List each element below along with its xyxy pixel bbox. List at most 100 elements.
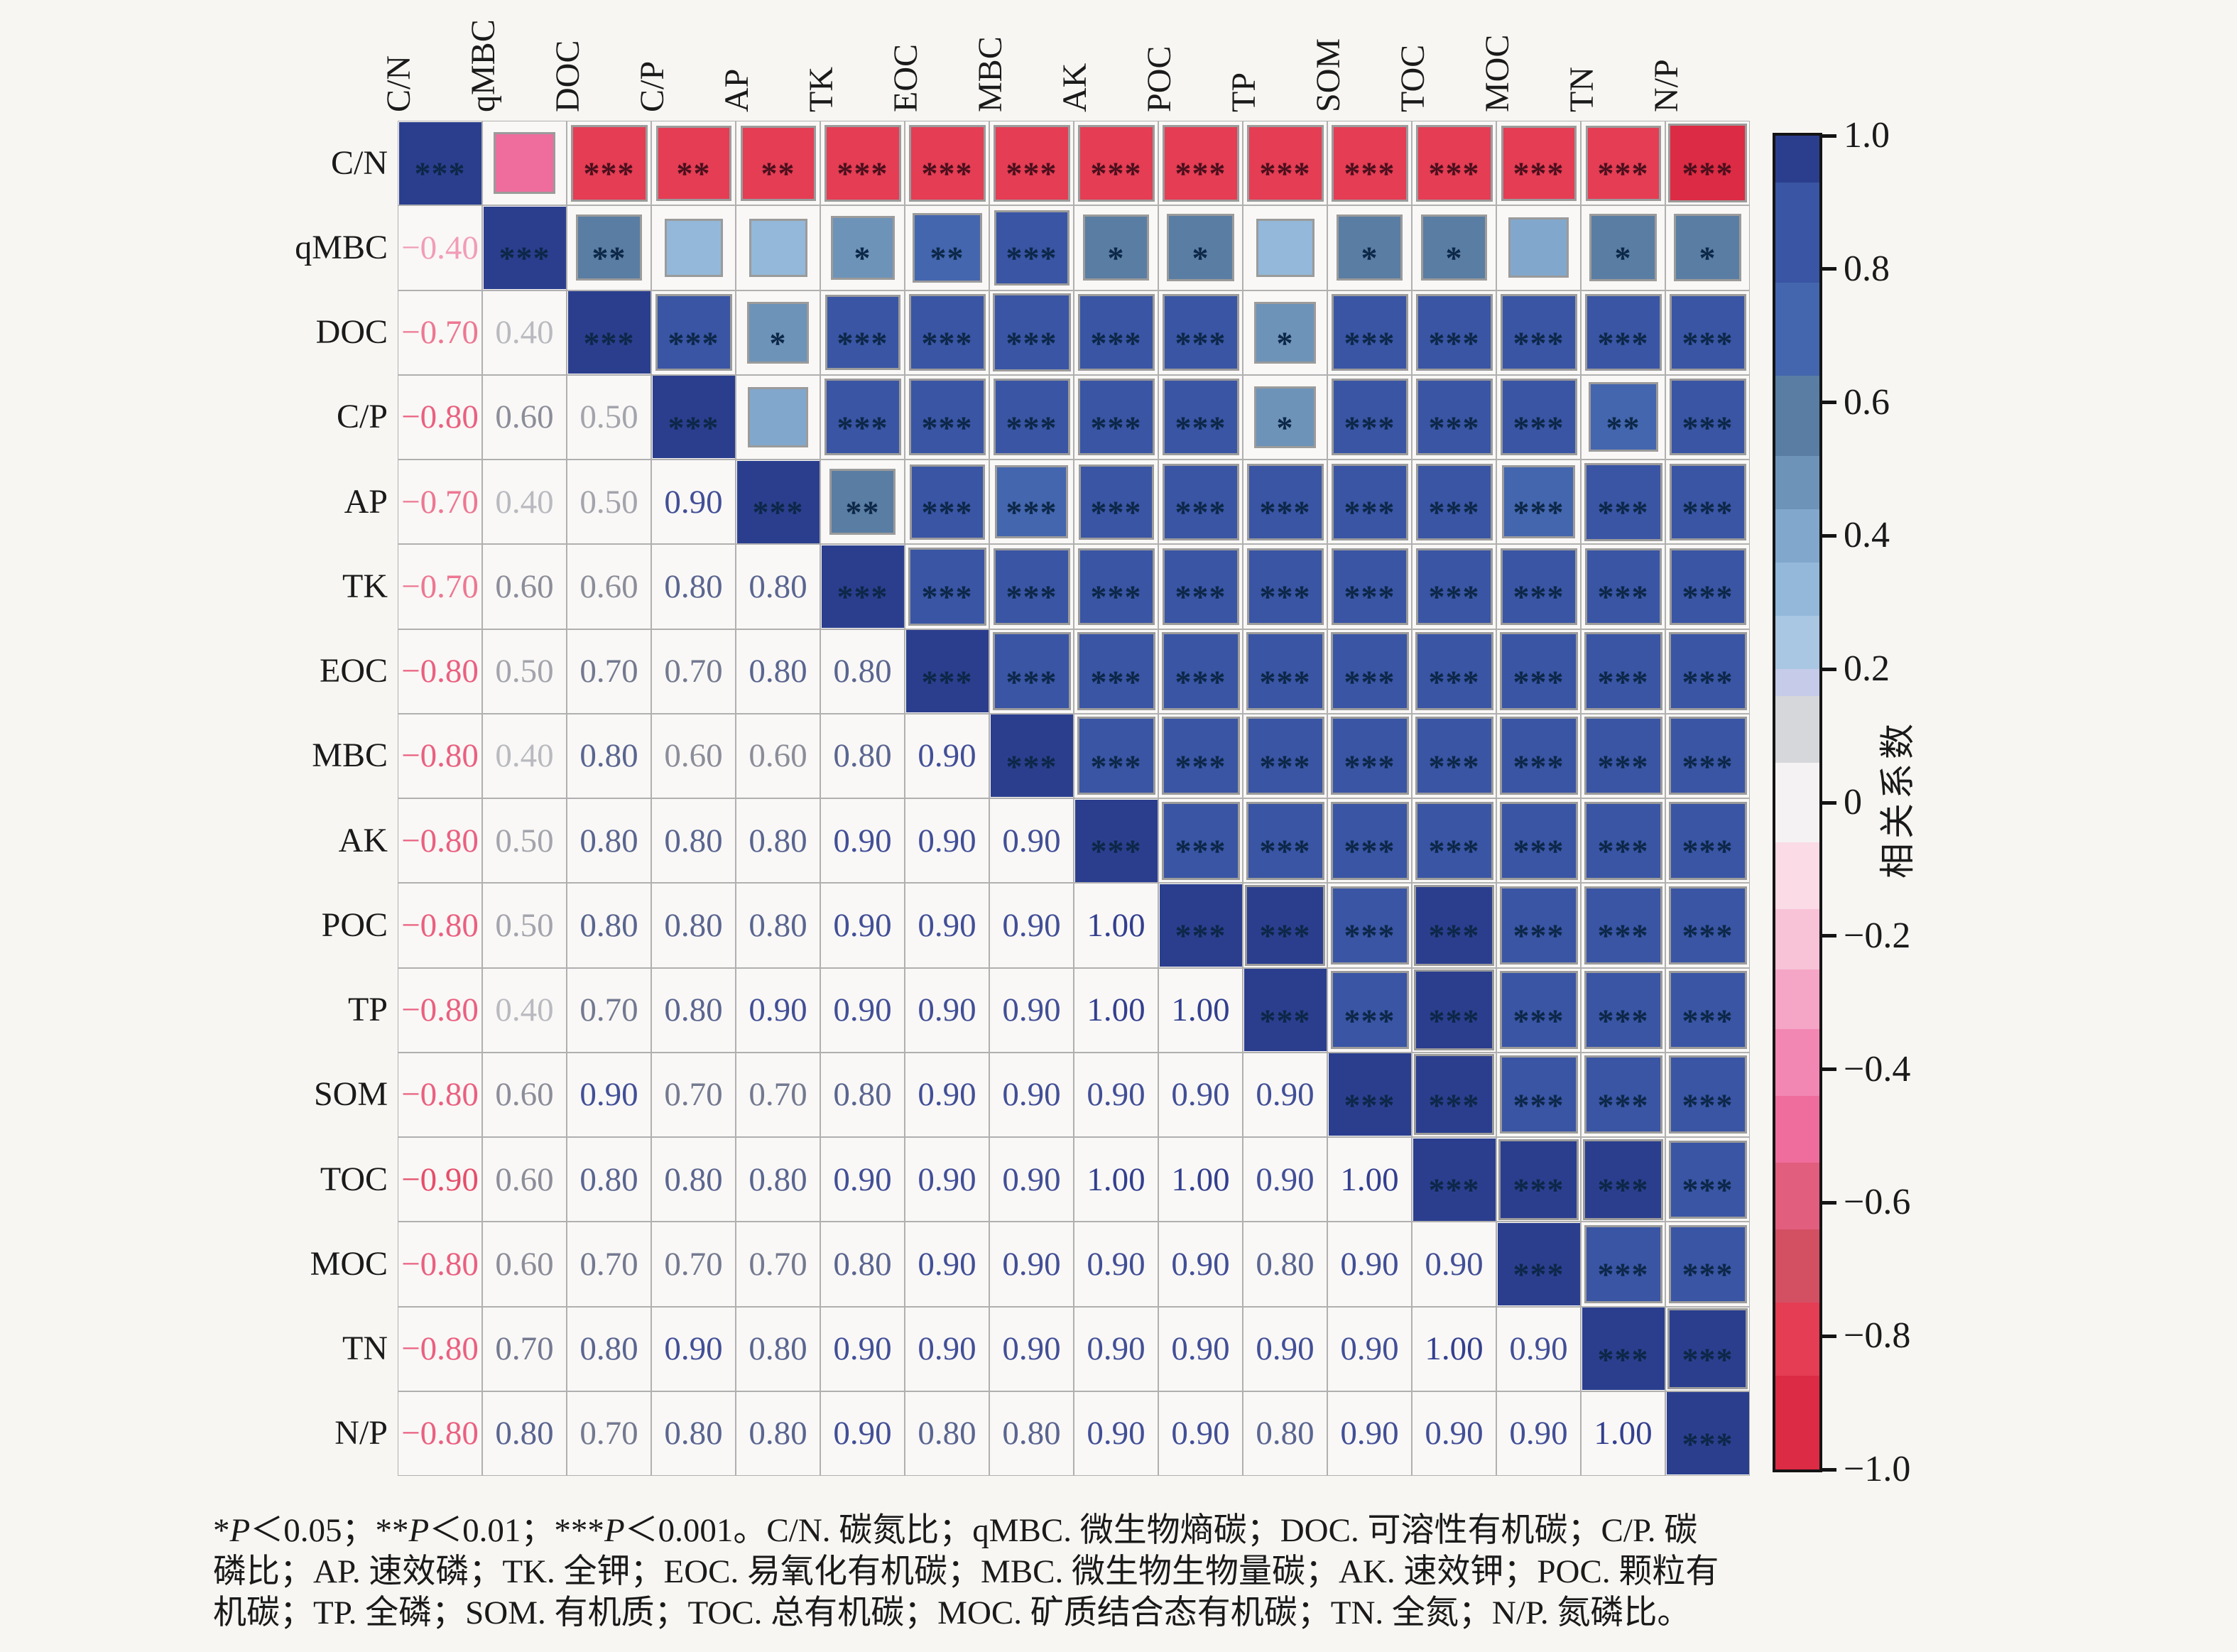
- significance-stars: ***: [1682, 917, 1733, 954]
- caption-line: *P＜0.05；**P＜0.01；***P＜0.001。C/N. 碳氮比；qMB…: [213, 1512, 1698, 1549]
- significance-stars: ***: [1175, 832, 1226, 869]
- correlation-square: ***: [908, 547, 986, 626]
- cell-TK-x-TP: ***: [1243, 544, 1327, 629]
- correlation-value: 0.90: [1087, 1330, 1145, 1368]
- significance-stars: ***: [1597, 324, 1649, 361]
- correlation-square: ***: [1162, 548, 1239, 625]
- column-header-POC: POC: [1140, 45, 1178, 112]
- correlation-value: 0.80: [833, 653, 892, 690]
- cell-TK-x-DOC: 0.60: [567, 544, 651, 629]
- significance-stars: ***: [1090, 494, 1142, 531]
- row-header-N/P: N/P: [334, 1414, 388, 1452]
- cell-AP-x-C/P: 0.90: [651, 460, 736, 545]
- correlation-square: ***: [824, 295, 900, 371]
- cell-AP-x-TOC: ***: [1412, 460, 1496, 545]
- correlation-value: 0.90: [918, 822, 976, 859]
- correlation-value: 0.90: [1002, 1245, 1061, 1283]
- cell-C/N-x-TOC: ***: [1412, 121, 1496, 206]
- correlation-square: ***: [1331, 463, 1408, 540]
- significance-stars: ***: [1344, 1001, 1395, 1038]
- cell-TOC-x-qMBC: 0.60: [482, 1137, 567, 1222]
- correlation-square: ***: [1246, 463, 1324, 540]
- correlation-value: −0.80: [401, 737, 479, 775]
- cell-AP-x-AP: ***: [736, 460, 820, 545]
- correlation-square: *: [1421, 214, 1487, 281]
- cell-qMBC-x-TOC: *: [1412, 205, 1496, 290]
- correlation-value: 0.90: [1002, 822, 1061, 859]
- correlation-value: 0.90: [918, 906, 976, 944]
- correlation-value: 0.60: [495, 1245, 554, 1283]
- diagonal-square: ***: [821, 545, 904, 628]
- diagonal-square: ***: [1074, 799, 1158, 882]
- correlation-square: ***: [1414, 1054, 1494, 1136]
- significance-stars: ***: [1259, 578, 1311, 615]
- column-header-C/N: C/N: [379, 55, 418, 112]
- cell-TN-x-MOC: 0.90: [1496, 1306, 1581, 1391]
- correlation-value: 0.90: [1256, 1161, 1315, 1198]
- cell-qMBC-x-N/P: *: [1665, 205, 1750, 290]
- cell-AP-x-TK: **: [820, 460, 905, 545]
- cell-EOC-x-C/P: 0.70: [651, 629, 736, 714]
- column-header-EOC: EOC: [886, 44, 925, 112]
- column-header-AP: AP: [717, 68, 756, 112]
- correlation-square: ***: [1330, 886, 1409, 964]
- significance-stars: ***: [1513, 1171, 1564, 1208]
- correlation-value: 1.00: [1425, 1330, 1484, 1368]
- correlation-value: −0.80: [401, 653, 479, 690]
- cell-qMBC-x-MBC: ***: [989, 205, 1074, 290]
- cell-SOM-x-AK: 0.90: [1074, 1052, 1158, 1137]
- row-header-AP: AP: [344, 482, 388, 521]
- correlation-square: ***: [1415, 801, 1493, 880]
- column-header-TOC: TOC: [1393, 44, 1432, 112]
- caption-line: 磷比；AP. 速效磷；TK. 全钾；EOC. 易氧化有机碳；MBC. 微生物生物…: [213, 1553, 1719, 1590]
- colorbar-tick: [1819, 934, 1836, 938]
- significance-stars: **: [592, 239, 626, 276]
- colorbar-segment: [1775, 1303, 1819, 1376]
- significance-stars: ***: [1513, 324, 1564, 361]
- column-header-C/P: C/P: [633, 60, 671, 112]
- cell-EOC-x-qMBC: 0.50: [482, 629, 567, 714]
- cell-C/N-x-AK: ***: [1074, 121, 1158, 206]
- correlation-square: *: [1337, 214, 1403, 281]
- row-header-AK: AK: [338, 821, 388, 859]
- correlation-value: 0.90: [1256, 1330, 1315, 1368]
- significance-stars: ***: [1259, 155, 1311, 192]
- correlation-square: ***: [1499, 886, 1578, 964]
- correlation-square: ***: [994, 210, 1069, 286]
- correlation-square: [749, 218, 807, 277]
- correlation-value: 0.80: [664, 906, 723, 944]
- cell-AP-x-C/N: −0.70: [398, 460, 482, 545]
- correlation-matrix: *** *** ** ** *** *** *** *** *** *** *** *** *** ***…: [398, 121, 1750, 1476]
- cell-SOM-x-DOC: 0.90: [567, 1052, 651, 1137]
- cell-EOC-x-MOC: ***: [1496, 629, 1581, 714]
- correlation-value: 0.80: [579, 737, 638, 775]
- significance-stars: ***: [1259, 748, 1311, 785]
- cell-TN-x-qMBC: 0.70: [482, 1306, 567, 1391]
- cell-C/P-x-C/N: −0.80: [398, 374, 482, 460]
- cell-MOC-x-qMBC: 0.60: [482, 1222, 567, 1307]
- caption-line: 机碳；TP. 全磷；SOM. 有机质；TOC. 总有机碳；MOC. 矿质结合态有…: [213, 1594, 1691, 1631]
- cell-SOM-x-TOC: ***: [1412, 1052, 1496, 1137]
- cell-C/N-x-SOM: ***: [1327, 121, 1412, 206]
- correlation-value: 1.00: [1171, 991, 1230, 1029]
- cell-C/N-x-TN: ***: [1581, 121, 1665, 206]
- cell-AK-x-AP: 0.80: [736, 798, 820, 884]
- correlation-square: ***: [1331, 124, 1408, 202]
- significance-stars: ***: [1597, 1087, 1649, 1124]
- diagonal-square: ***: [567, 291, 651, 374]
- significance-stars: ***: [1682, 663, 1733, 700]
- cell-POC-x-qMBC: 0.50: [482, 883, 567, 968]
- cell-AK-x-MOC: ***: [1496, 798, 1581, 884]
- correlation-value: 0.80: [918, 1415, 976, 1452]
- correlation-value: 0.90: [918, 1245, 976, 1283]
- significance-stars: ***: [1344, 324, 1395, 361]
- correlation-square: [494, 132, 555, 195]
- correlation-value: 0.50: [579, 398, 638, 436]
- correlation-value: 0.80: [749, 1415, 807, 1452]
- significance-stars: ***: [1597, 1340, 1649, 1377]
- cell-EOC-x-EOC: ***: [905, 629, 989, 714]
- cell-DOC-x-C/N: −0.70: [398, 290, 482, 375]
- cell-TP-x-TP: ***: [1243, 967, 1327, 1053]
- correlation-square: ***: [1077, 632, 1155, 711]
